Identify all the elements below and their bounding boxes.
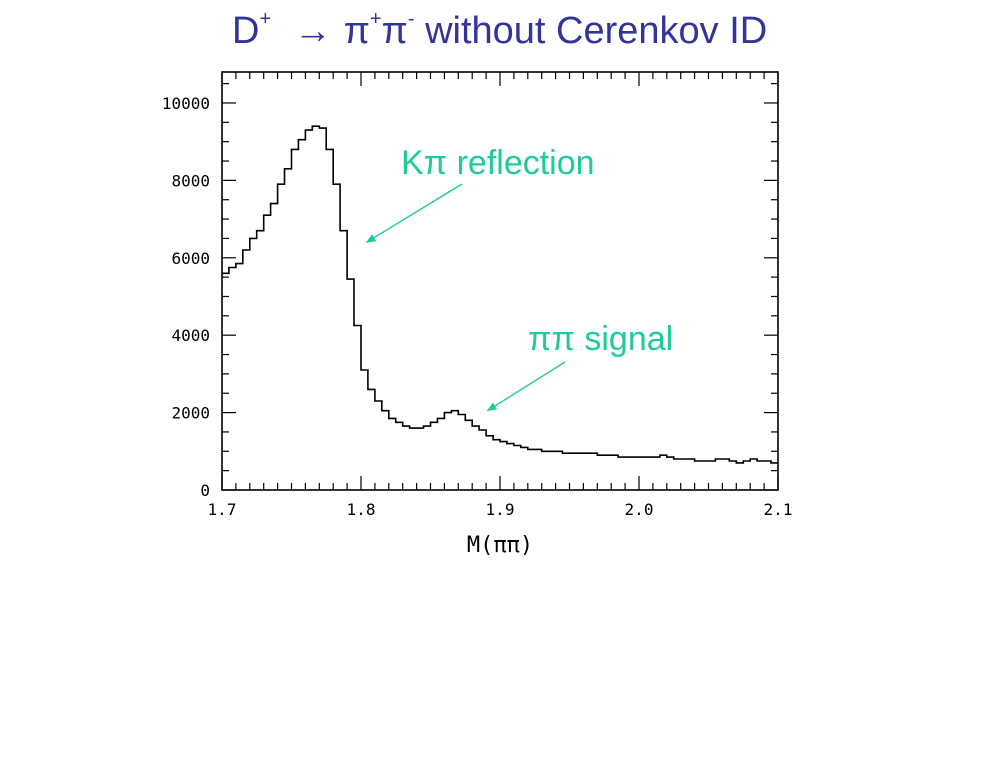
- y-tick-label: 6000: [171, 249, 210, 268]
- annotation-pi-pi-signal: ππ signal: [528, 320, 673, 358]
- annotation-arrow-signal: [486, 361, 566, 412]
- x-tick-label: 2.1: [764, 500, 793, 519]
- y-tick-label: 4000: [171, 326, 210, 345]
- title-prefix: D: [232, 10, 260, 52]
- y-tick-label: 2000: [171, 404, 210, 423]
- title-prefix-sup: +: [259, 8, 272, 31]
- x-tick-label: 1.7: [208, 500, 237, 519]
- x-axis-label: M(ππ): [467, 533, 533, 558]
- title-pi2: π: [381, 10, 408, 52]
- y-tick-label: 0: [200, 481, 210, 500]
- y-tick-label: 10000: [162, 94, 210, 113]
- tick-labels: 1.7 1.8 1.9 2.0 2.1 0 2000 4000 6000 8000 10000: [162, 94, 793, 519]
- x-tick-label: 2.0: [625, 500, 654, 519]
- title-rest: without Cerenkov ID: [425, 10, 768, 52]
- y-tick-label: 8000: [171, 171, 210, 190]
- annotation-arrow-reflection: [365, 183, 463, 243]
- histogram-line: [222, 125, 778, 464]
- title-pi2-sup: -: [407, 8, 415, 31]
- title-pi1: π: [343, 10, 370, 52]
- axis-ticks: [221, 72, 779, 491]
- annotation-k-pi-reflection: Kπ reflection: [401, 144, 595, 182]
- title-pi1-sup: +: [369, 8, 382, 31]
- x-tick-label: 1.9: [486, 500, 515, 519]
- x-tick-label: 1.8: [347, 500, 376, 519]
- annotations: Kπ reflection ππ signal: [365, 144, 673, 412]
- title-arrow: →: [293, 10, 332, 52]
